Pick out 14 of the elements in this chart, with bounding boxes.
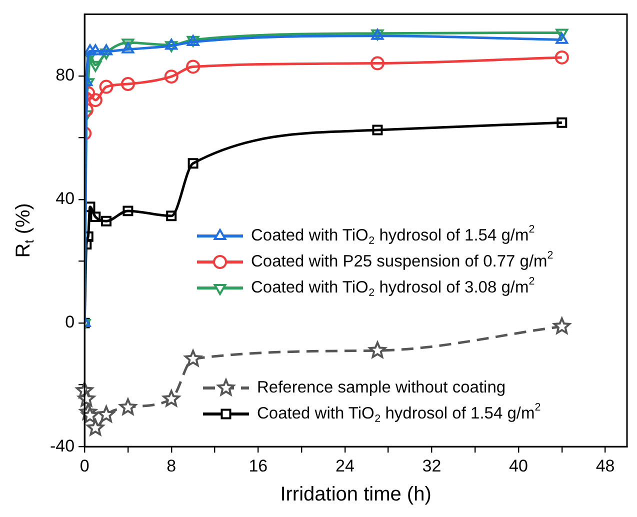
x-axis-title: Irridation time (h) — [280, 484, 432, 506]
x-tick-label: 0 — [80, 456, 90, 476]
x-tick-label: 8 — [166, 456, 176, 476]
legend-label: Reference sample without coating — [257, 378, 506, 397]
x-tick-label: 40 — [509, 456, 528, 476]
y-tick-label: 40 — [56, 189, 75, 208]
y-tick-label: -40 — [50, 436, 75, 456]
x-tick-label: 32 — [422, 456, 442, 476]
y-tick-label: 80 — [56, 66, 75, 85]
y-tick-label: 0 — [65, 312, 75, 332]
x-tick-label: 16 — [248, 456, 268, 476]
x-tick-label: 24 — [335, 456, 354, 476]
x-tick-label: 48 — [596, 456, 615, 476]
y-axis-title: Rt (%) — [12, 203, 37, 258]
